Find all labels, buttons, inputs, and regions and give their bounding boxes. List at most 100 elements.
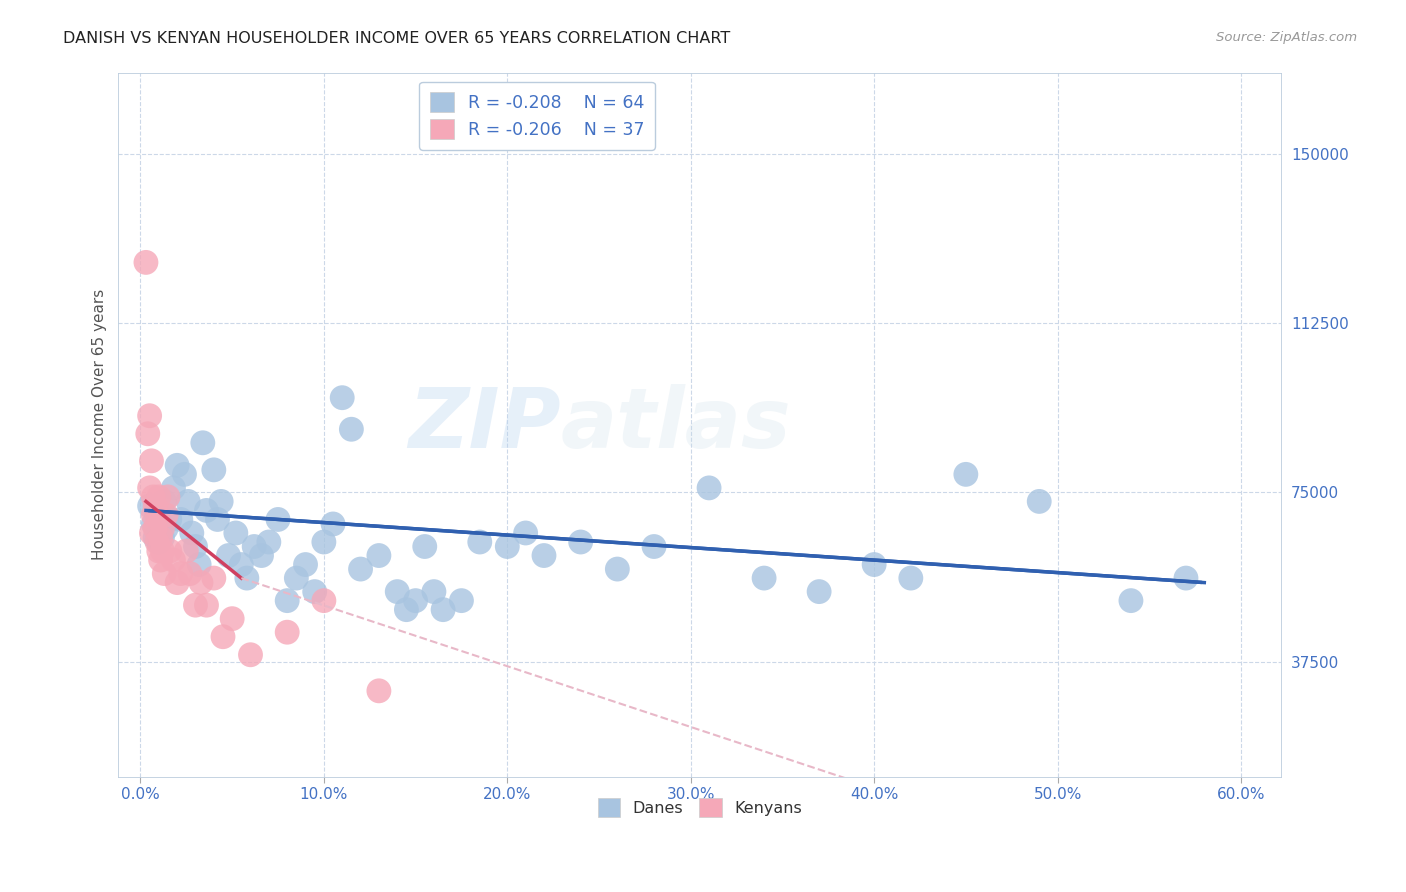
Point [202, 463, 225, 477]
Point [569, 535, 592, 549]
Point [276, 593, 298, 607]
Text: DANISH VS KENYAN HOUSEHOLDER INCOME OVER 65 YEARS CORRELATION CHART: DANISH VS KENYAN HOUSEHOLDER INCOME OVER… [63, 31, 731, 46]
Point [1175, 571, 1198, 585]
Point [162, 481, 184, 495]
Point [170, 566, 193, 581]
Point [1119, 593, 1142, 607]
Point [148, 535, 170, 549]
Point [146, 535, 169, 549]
Point [173, 467, 195, 482]
Point [153, 494, 176, 508]
Point [304, 584, 326, 599]
Point [209, 494, 232, 508]
Point [177, 494, 200, 508]
Point [468, 535, 491, 549]
Point [202, 571, 225, 585]
Point [231, 558, 253, 572]
Point [152, 544, 174, 558]
Point [432, 602, 454, 616]
Point [367, 683, 389, 698]
Point [195, 503, 218, 517]
Point [322, 516, 344, 531]
Point [148, 490, 170, 504]
Point [191, 435, 214, 450]
Point [450, 593, 472, 607]
Point [330, 391, 353, 405]
Point [179, 566, 201, 581]
Point [159, 512, 181, 526]
Point [143, 499, 166, 513]
Point [148, 544, 170, 558]
Point [606, 562, 628, 576]
Point [180, 526, 202, 541]
Point [136, 426, 159, 441]
Point [190, 575, 212, 590]
Point [159, 544, 181, 558]
Point [405, 593, 427, 607]
Point [243, 540, 266, 554]
Legend: Danes, Kenyans: Danes, Kenyans [589, 790, 810, 825]
Point [221, 612, 243, 626]
Point [188, 558, 211, 572]
Point [900, 571, 922, 585]
Point [312, 535, 335, 549]
Text: ZIP: ZIP [408, 384, 561, 466]
Point [138, 499, 160, 513]
Point [135, 255, 157, 269]
Point [152, 521, 174, 535]
Point [267, 512, 290, 526]
Point [643, 540, 665, 554]
Point [138, 409, 160, 423]
Point [166, 458, 188, 473]
Point [257, 535, 280, 549]
Point [155, 508, 177, 522]
Point [141, 526, 163, 541]
Point [184, 540, 207, 554]
Point [142, 490, 165, 504]
Point [218, 549, 240, 563]
Point [142, 516, 165, 531]
Point [176, 544, 198, 558]
Point [149, 531, 172, 545]
Point [143, 531, 166, 545]
Point [184, 598, 207, 612]
Point [515, 526, 537, 541]
Point [155, 521, 177, 535]
Point [156, 490, 179, 504]
Point [340, 422, 363, 436]
Point [1028, 494, 1050, 508]
Point [146, 508, 169, 522]
Text: atlas: atlas [561, 384, 792, 466]
Point [143, 521, 166, 535]
Point [225, 526, 247, 541]
Point [250, 549, 273, 563]
Point [146, 508, 169, 522]
Point [166, 575, 188, 590]
Point [533, 549, 555, 563]
Point [153, 566, 176, 581]
Point [149, 553, 172, 567]
Point [863, 558, 886, 572]
Point [423, 584, 446, 599]
Point [752, 571, 775, 585]
Point [170, 512, 193, 526]
Point [207, 512, 229, 526]
Y-axis label: Householder Income Over 65 years: Householder Income Over 65 years [93, 289, 107, 560]
Point [413, 540, 436, 554]
Point [212, 630, 235, 644]
Point [955, 467, 977, 482]
Point [162, 553, 184, 567]
Point [142, 508, 165, 522]
Point [195, 598, 218, 612]
Text: Source: ZipAtlas.com: Source: ZipAtlas.com [1216, 31, 1357, 45]
Point [138, 481, 160, 495]
Point [149, 516, 172, 531]
Point [236, 571, 259, 585]
Point [349, 562, 371, 576]
Point [276, 625, 298, 640]
Point [808, 584, 831, 599]
Point [697, 481, 720, 495]
Point [239, 648, 262, 662]
Point [367, 549, 389, 563]
Point [294, 558, 316, 572]
